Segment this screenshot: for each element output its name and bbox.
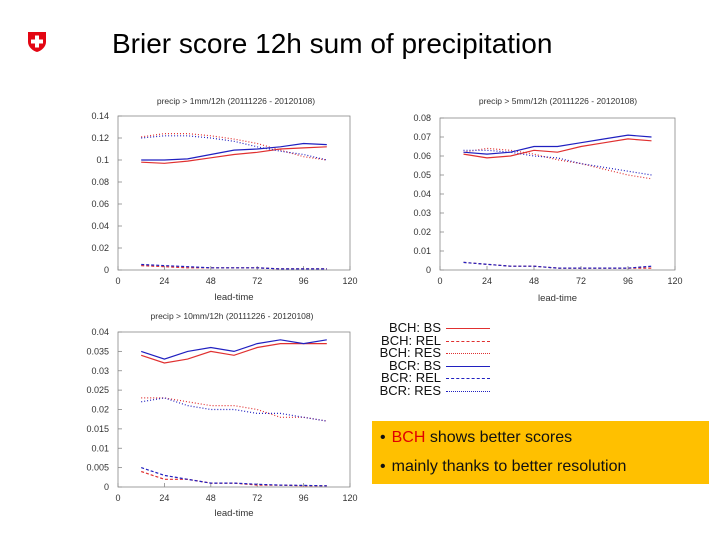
callout-bullet-1: • BCH shows better scores — [380, 429, 572, 447]
y-tick-label: 0.01 — [91, 443, 109, 453]
y-tick-label: 0.07 — [413, 132, 431, 142]
legend-swatch — [446, 378, 490, 379]
y-tick-label: 0.02 — [91, 405, 109, 415]
y-tick-label: 0.035 — [86, 346, 109, 356]
x-tick-label: 0 — [115, 493, 120, 503]
chart-title: precip > 1mm/12h (20111226 - 20120108) — [157, 96, 315, 106]
legend-label: BCR: REL — [381, 370, 441, 385]
callout-text: mainly thanks to better resolution — [391, 458, 627, 475]
y-tick-label: 0.05 — [413, 170, 431, 180]
x-tick-label: 72 — [252, 493, 262, 503]
legend-item-bch-res: BCH: RES — [366, 345, 496, 360]
legend-item-bch-bs: BCH: BS — [366, 320, 496, 335]
y-tick-label: 0.025 — [86, 385, 109, 395]
series-line-bcr-bs — [141, 142, 327, 161]
legend-item-bch-rel: BCH: REL — [366, 332, 496, 348]
y-tick-label: 0.06 — [91, 199, 109, 209]
series-line-bcr-rel — [141, 467, 327, 487]
y-tick-label: 0.04 — [91, 221, 109, 231]
legend-label: BCR: RES — [379, 382, 441, 398]
chart-title: precip > 5mm/12h (20111226 - 20120108) — [479, 96, 637, 106]
y-tick-label: 0.06 — [413, 151, 431, 161]
legend-item-bcr-bs: BCR: BS — [366, 357, 496, 373]
x-tick-label: 120 — [342, 276, 357, 286]
chart-title: precip > 10mm/12h (20111226 - 20120108) — [151, 311, 314, 321]
y-tick-label: 0 — [104, 482, 109, 492]
legend-label: BCH: RES — [379, 345, 441, 360]
legend: BCH: BS BCH: REL BCH: RES BCR: BS BCR: R… — [366, 320, 496, 398]
legend-label: BCR: BS — [388, 357, 441, 373]
swiss-cross-shield-icon — [28, 32, 46, 52]
y-tick-label: 0.08 — [413, 113, 431, 123]
y-tick-label: 0.005 — [86, 463, 109, 473]
series-line-bcr-res — [141, 135, 327, 161]
plot-frame — [117, 115, 351, 271]
x-tick-label: 120 — [342, 493, 357, 503]
legend-swatch — [446, 365, 490, 367]
y-tick-label: 0.1 — [96, 155, 109, 165]
y-tick-label: 0.04 — [91, 327, 109, 337]
legend-swatch — [446, 353, 490, 354]
y-tick-label: 0.015 — [86, 424, 109, 434]
series-line-bch-bs — [141, 146, 327, 164]
series-line-bcr-bs — [463, 134, 652, 155]
series-line-bch-res — [141, 397, 327, 422]
y-tick-label: 0.01 — [413, 246, 431, 256]
y-tick-label: 0.04 — [413, 189, 431, 199]
y-tick-label: 0.02 — [91, 243, 109, 253]
series-line-bch-res — [463, 147, 652, 180]
x-tick-label: 24 — [159, 276, 169, 286]
x-tick-label: 0 — [115, 276, 120, 286]
x-axis-label: lead-time — [214, 508, 253, 519]
series-line-bcr-rel — [463, 261, 652, 269]
legend-label: BCH: BS — [388, 320, 441, 335]
series-line-bcr-rel — [141, 263, 327, 270]
y-tick-label: 0.03 — [91, 366, 109, 376]
slide-title: Brier score 12h sum of precipitation — [112, 28, 553, 59]
y-tick-label: 0.08 — [91, 177, 109, 187]
callout-highlight: BCH — [391, 429, 426, 446]
x-tick-label: 72 — [252, 276, 262, 286]
x-tick-label: 96 — [623, 276, 633, 286]
callout-box: • BCH shows better scores • mainly thanks … — [372, 421, 709, 484]
y-tick-label: 0 — [426, 265, 431, 275]
series-line-bch-rel — [463, 261, 652, 269]
x-tick-label: 48 — [206, 493, 216, 503]
plot-frame — [439, 117, 676, 271]
y-tick-label: 0.02 — [413, 227, 431, 237]
bullet-icon: • — [380, 458, 386, 475]
x-axis-label: lead-time — [214, 292, 253, 303]
x-tick-label: 120 — [667, 276, 682, 286]
y-tick-label: 0.12 — [91, 133, 109, 143]
series-line-bch-bs — [463, 138, 652, 159]
y-tick-label: 0.14 — [91, 111, 109, 121]
callout-bullet-2: • mainly thanks to better resolution — [380, 458, 626, 476]
x-tick-label: 48 — [206, 276, 216, 286]
legend-item-bcr-rel: BCR: REL — [366, 370, 496, 385]
legend-label: BCH: REL — [381, 332, 441, 348]
series-line-bch-rel — [141, 470, 327, 487]
x-tick-label: 72 — [576, 276, 586, 286]
x-axis-label: lead-time — [538, 293, 577, 304]
y-tick-label: 0 — [104, 265, 109, 275]
x-tick-label: 96 — [299, 493, 309, 503]
x-tick-label: 24 — [482, 276, 492, 286]
series-line-bch-res — [141, 133, 327, 161]
legend-item-bcr-res: BCR: RES — [366, 382, 496, 398]
bullet-icon: • — [380, 429, 386, 446]
x-tick-label: 96 — [299, 276, 309, 286]
legend-swatch — [446, 340, 490, 342]
x-tick-label: 0 — [437, 276, 442, 286]
x-tick-label: 24 — [159, 493, 169, 503]
x-tick-label: 48 — [529, 276, 539, 286]
legend-swatch — [446, 328, 490, 329]
y-tick-label: 0.03 — [413, 208, 431, 218]
callout-text: shows better scores — [425, 429, 573, 446]
series-line-bcr-bs — [141, 339, 327, 360]
legend-swatch — [446, 390, 490, 392]
series-line-bch-bs — [141, 343, 327, 364]
